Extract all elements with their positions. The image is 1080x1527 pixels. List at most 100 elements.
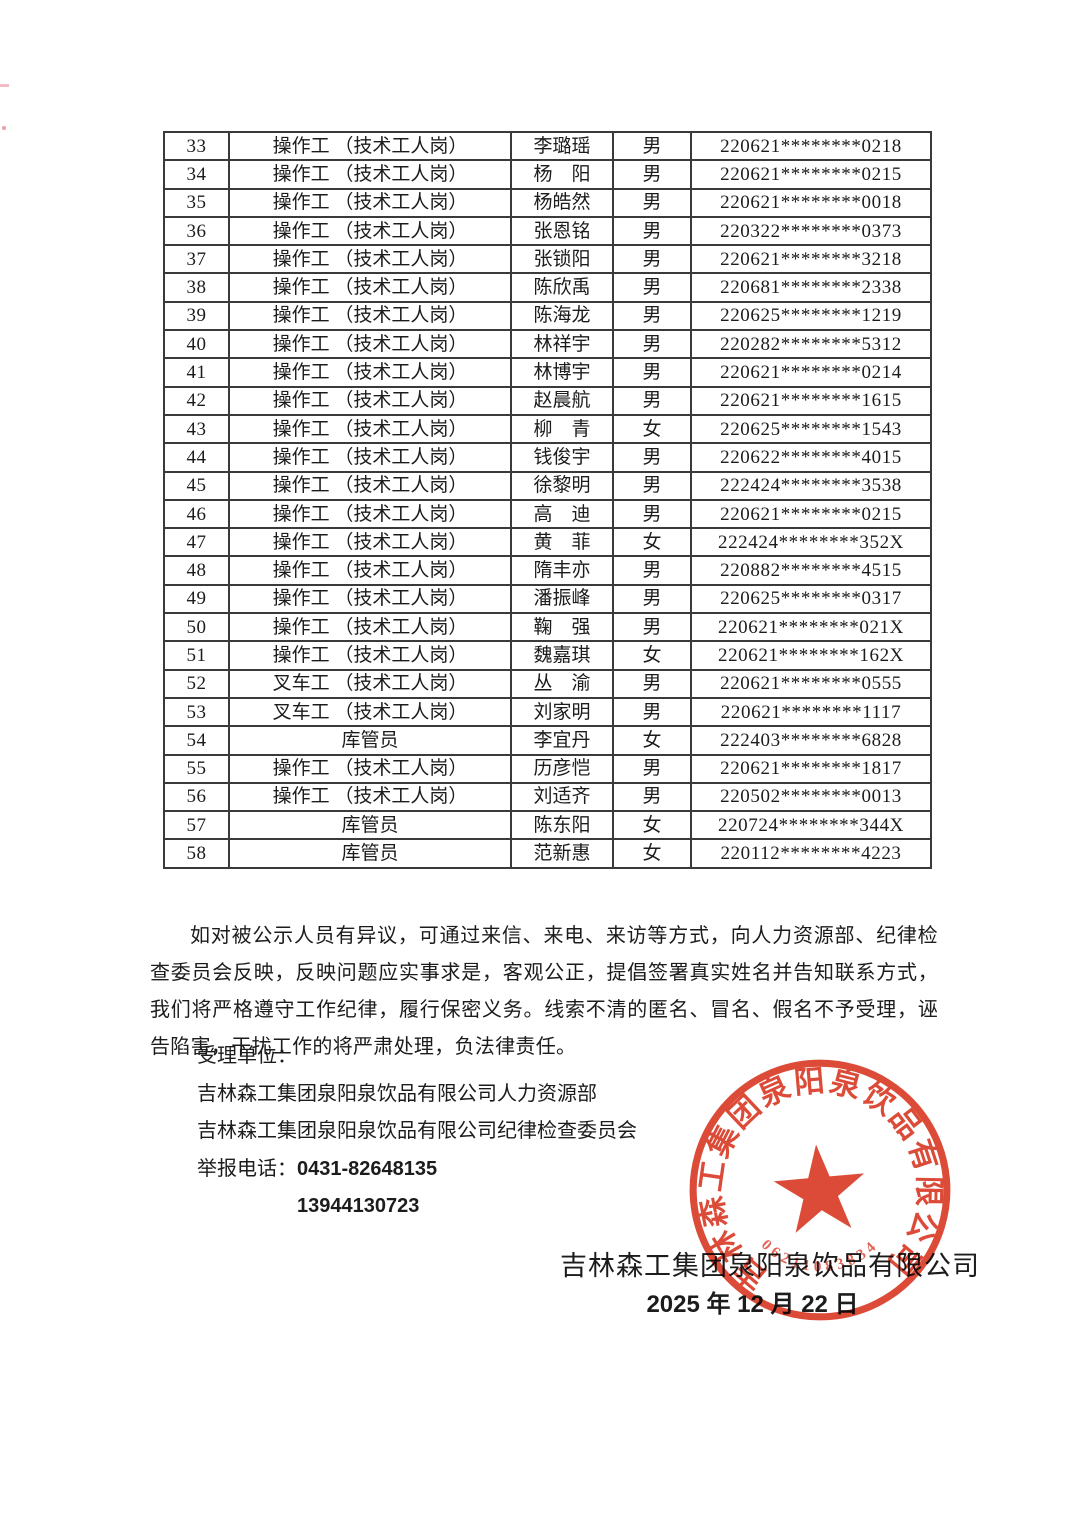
cell-position: 操作工 （技术工人岗） <box>228 470 512 501</box>
cell-name: 刘家明 <box>510 696 614 728</box>
cell-name: 丛 渝 <box>510 668 614 699</box>
cell-id-number: 220622********4015 <box>690 442 932 473</box>
cell-position: 操作工 （技术工人岗） <box>228 612 512 643</box>
cell-gender: 男 <box>612 668 692 699</box>
cell-id-number: 220724********344X <box>690 810 932 841</box>
cell-no: 34 <box>163 159 230 190</box>
table-row: 48 操作工 （技术工人岗） 隋丰亦男 220882********4515 <box>163 555 932 586</box>
cell-id-number: 220621********0018 <box>690 187 932 218</box>
cell-position: 操作工 （技术工人岗） <box>228 583 512 615</box>
cell-position: 操作工 （技术工人岗） <box>228 130 512 162</box>
cell-position: 叉车工 （技术工人岗） <box>228 668 512 699</box>
cell-no: 53 <box>163 696 230 728</box>
cell-no: 35 <box>163 187 230 218</box>
cell-name: 陈欣禹 <box>510 272 614 303</box>
scan-artifact <box>0 84 9 87</box>
cell-no: 36 <box>163 215 230 247</box>
table-row: 51 操作工 （技术工人岗） 魏嘉琪女 220621********162X <box>163 640 932 671</box>
table-row: 57 库管员 陈东阳女 220724********344X <box>163 810 932 841</box>
cell-id-number: 220112********4223 <box>690 838 932 869</box>
scan-artifact <box>2 126 6 130</box>
cell-name: 柳 青 <box>510 413 614 445</box>
cell-id-number: 220621********0214 <box>690 357 932 388</box>
cell-id-number: 220621********162X <box>690 640 932 671</box>
cell-gender: 男 <box>612 385 692 416</box>
seal-serial-number: 06211083834 <box>757 1226 885 1281</box>
cell-gender: 男 <box>612 187 692 218</box>
cell-position: 操作工 （技术工人岗） <box>228 781 512 813</box>
table-row: 55 操作工 （技术工人岗） 历彦恺男 220621********1817 <box>163 753 932 784</box>
cell-position: 操作工 （技术工人岗） <box>228 753 512 784</box>
cell-name: 杨皓然 <box>510 187 614 218</box>
cell-name: 张恩铭 <box>510 215 614 247</box>
cell-gender: 男 <box>612 442 692 473</box>
cell-id-number: 220882********4515 <box>690 555 932 586</box>
cell-no: 52 <box>163 668 230 699</box>
cell-no: 47 <box>163 527 230 558</box>
table-row: 54 库管员 李宜丹女 222403********6828 <box>163 725 932 756</box>
cell-name: 徐黎明 <box>510 470 614 501</box>
cell-gender: 男 <box>612 696 692 728</box>
cell-position: 操作工 （技术工人岗） <box>228 555 512 586</box>
cell-no: 43 <box>163 413 230 445</box>
table-row: 49 操作工 （技术工人岗） 潘振峰男 220625********0317 <box>163 583 932 615</box>
cell-no: 57 <box>163 810 230 841</box>
cell-position: 操作工 （技术工人岗） <box>228 329 512 360</box>
cell-position: 库管员 <box>228 810 512 841</box>
cell-id-number: 220621********0215 <box>690 159 932 190</box>
table-row: 58 库管员 范新惠女 220112********4223 <box>163 838 932 869</box>
cell-no: 58 <box>163 838 230 869</box>
cell-id-number: 222424********3538 <box>690 470 932 501</box>
cell-no: 54 <box>163 725 230 756</box>
cell-position: 操作工 （技术工人岗） <box>228 357 512 388</box>
cell-name: 历彦恺 <box>510 753 614 784</box>
cell-gender: 男 <box>612 583 692 615</box>
cell-position: 操作工 （技术工人岗） <box>228 300 512 332</box>
cell-id-number: 220621********021X <box>690 612 932 643</box>
cell-name: 钱俊宇 <box>510 442 614 473</box>
acceptance-org-discipline: 吉林森工集团泉阳泉饮品有限公司纪律检查委员会 <box>197 1120 637 1142</box>
cell-position: 操作工 （技术工人岗） <box>228 498 512 530</box>
cell-name: 林祥宇 <box>510 329 614 360</box>
cell-no: 46 <box>163 498 230 530</box>
acceptance-label: 受理单位： <box>197 1045 297 1067</box>
cell-id-number: 220621********0218 <box>690 130 932 162</box>
cell-gender: 男 <box>612 159 692 190</box>
table-row: 40 操作工 （技术工人岗） 林祥宇男 220282********5312 <box>163 329 932 360</box>
cell-gender: 男 <box>612 130 692 162</box>
cell-name: 刘适齐 <box>510 781 614 813</box>
cell-name: 林博宇 <box>510 357 614 388</box>
table-row: 50 操作工 （技术工人岗）鞠 强男 220621********021X <box>163 612 932 643</box>
cell-no: 49 <box>163 583 230 615</box>
cell-id-number: 220625********1543 <box>690 413 932 445</box>
cell-no: 37 <box>163 244 230 275</box>
cell-no: 44 <box>163 442 230 473</box>
cell-gender: 男 <box>612 470 692 501</box>
cell-no: 48 <box>163 555 230 586</box>
cell-gender: 男 <box>612 753 692 784</box>
cell-id-number: 220621********1615 <box>690 385 932 416</box>
company-seal: 吉林森工集团泉阳泉饮品有限公司 06211083834 <box>683 1054 955 1321</box>
cell-name: 李宜丹 <box>510 725 614 756</box>
cell-position: 库管员 <box>228 725 512 756</box>
cell-gender: 男 <box>612 329 692 360</box>
table-row: 41 操作工 （技术工人岗） 林博宇男 220621********0214 <box>163 357 932 388</box>
cell-no: 41 <box>163 357 230 388</box>
cell-gender: 女 <box>612 527 692 558</box>
acceptance-org-hr: 吉林森工集团泉阳泉饮品有限公司人力资源部 <box>197 1082 597 1105</box>
cell-no: 56 <box>163 781 230 813</box>
cell-position: 库管员 <box>228 838 512 869</box>
cell-id-number: 222424********352X <box>690 527 932 558</box>
table-row: 47 操作工 （技术工人岗）黄 菲女 222424********352X <box>163 527 932 558</box>
roster-table: 33 操作工 （技术工人岗） 李璐瑶男 220621********0218 34 操作工… <box>163 130 932 869</box>
table-row: 33 操作工 （技术工人岗） 李璐瑶男 220621********0218 <box>163 130 932 162</box>
acceptance-block: 受理单位： 吉林森工集团泉阳泉饮品有限公司人力资源部 吉林森工集团泉阳泉饮品有限… <box>197 1038 637 1226</box>
cell-id-number: 220621********1817 <box>690 753 932 784</box>
cell-gender: 男 <box>612 781 692 813</box>
cell-id-number: 220502********0013 <box>690 781 932 813</box>
cell-no: 51 <box>163 640 230 671</box>
cell-gender: 男 <box>612 612 692 643</box>
roster-table-body: 33 操作工 （技术工人岗） 李璐瑶男 220621********0218 34 操作工… <box>163 130 932 869</box>
cell-id-number: 220625********0317 <box>690 583 932 615</box>
